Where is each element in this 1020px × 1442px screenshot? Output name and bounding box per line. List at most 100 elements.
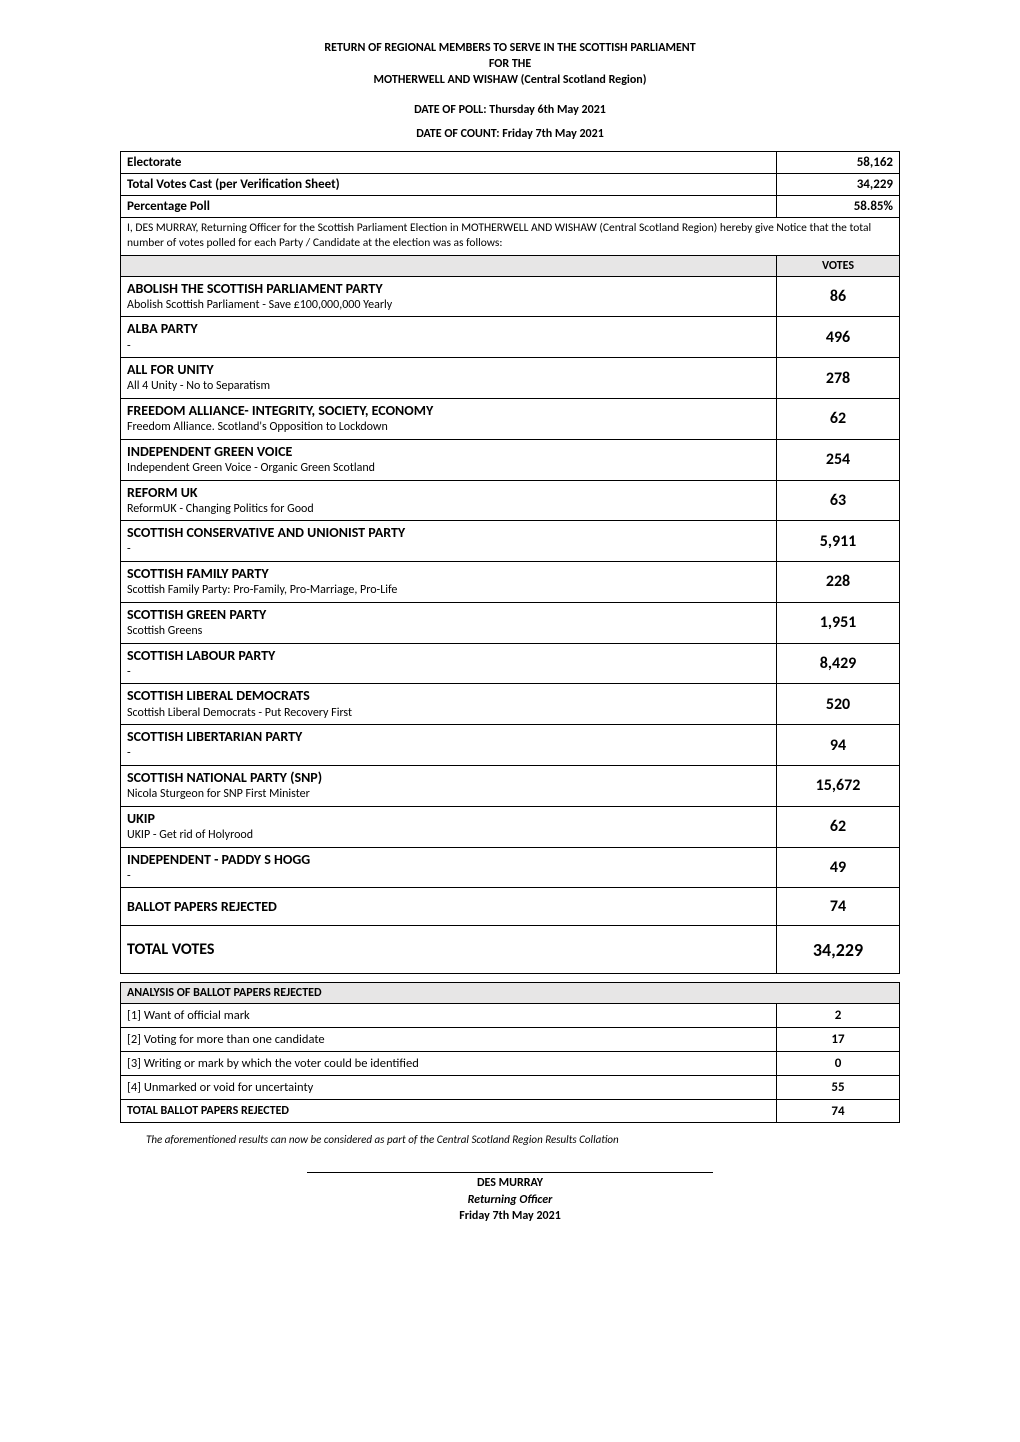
party-votes: 5,911 bbox=[777, 521, 900, 562]
analysis-value: 2 bbox=[777, 1004, 900, 1028]
party-desc: Independent Green Voice - Organic Green … bbox=[127, 461, 770, 477]
analysis-value: 0 bbox=[777, 1052, 900, 1076]
electorate-value: 58,162 bbox=[777, 151, 900, 173]
percentage-poll-row: Percentage Poll 58.85% bbox=[121, 195, 900, 217]
party-desc: - bbox=[127, 665, 770, 681]
party-name: SCOTTISH GREEN PARTY bbox=[127, 606, 770, 624]
header-line1: RETURN OF REGIONAL MEMBERS TO SERVE IN T… bbox=[120, 40, 900, 56]
poll-date: DATE OF POLL: Thursday 6th May 2021 bbox=[120, 103, 900, 117]
analysis-total-row: TOTAL BALLOT PAPERS REJECTED 74 bbox=[121, 1100, 900, 1123]
analysis-header-row: ANALYSIS OF BALLOT PAPERS REJECTED bbox=[121, 983, 900, 1004]
party-name: SCOTTISH FAMILY PARTY bbox=[127, 565, 770, 583]
party-desc: Scottish Liberal Democrats - Put Recover… bbox=[127, 706, 770, 722]
header-line2: FOR THE bbox=[120, 56, 900, 72]
party-row: INDEPENDENT - PADDY S HOGG - 49 bbox=[121, 847, 900, 888]
document-header: RETURN OF REGIONAL MEMBERS TO SERVE IN T… bbox=[120, 40, 900, 89]
party-desc: Abolish Scottish Parliament - Save £100,… bbox=[127, 298, 770, 314]
party-votes: 15,672 bbox=[777, 765, 900, 806]
party-row: FREEDOM ALLIANCE- INTEGRITY, SOCIETY, EC… bbox=[121, 398, 900, 439]
total-votes-row: TOTAL VOTES 34,229 bbox=[121, 926, 900, 974]
analysis-total-value: 74 bbox=[777, 1100, 900, 1123]
signature-block: DES MURRAY Returning Officer Friday 7th … bbox=[120, 1175, 900, 1224]
total-votes-cast-label: Total Votes Cast (per Verification Sheet… bbox=[121, 173, 777, 195]
percentage-poll-label: Percentage Poll bbox=[121, 195, 777, 217]
signature-date: Friday 7th May 2021 bbox=[120, 1208, 900, 1224]
party-votes: 63 bbox=[777, 480, 900, 521]
header-line3: MOTHERWELL AND WISHAW (Central Scotland … bbox=[120, 72, 900, 88]
party-name: ALL FOR UNITY bbox=[127, 361, 770, 379]
party-votes: 49 bbox=[777, 847, 900, 888]
ballot-rejected-value: 74 bbox=[777, 888, 900, 926]
votes-header-label: VOTES bbox=[777, 255, 900, 276]
analysis-label: [1] Want of official mark bbox=[121, 1004, 777, 1028]
votes-header-row: VOTES bbox=[121, 255, 900, 276]
analysis-table: ANALYSIS OF BALLOT PAPERS REJECTED [1] W… bbox=[120, 982, 900, 1123]
party-votes: 62 bbox=[777, 806, 900, 847]
total-votes-value: 34,229 bbox=[777, 926, 900, 974]
party-name: INDEPENDENT GREEN VOICE bbox=[127, 443, 770, 461]
party-name: SCOTTISH LIBERAL DEMOCRATS bbox=[127, 687, 770, 705]
party-votes: 8,429 bbox=[777, 643, 900, 684]
party-row: SCOTTISH LABOUR PARTY - 8,429 bbox=[121, 643, 900, 684]
party-row: SCOTTISH CONSERVATIVE AND UNIONIST PARTY… bbox=[121, 521, 900, 562]
ballot-rejected-label: BALLOT PAPERS REJECTED bbox=[121, 888, 777, 926]
party-desc: Scottish Greens bbox=[127, 624, 770, 640]
party-desc: - bbox=[127, 746, 770, 762]
total-votes-cast-value: 34,229 bbox=[777, 173, 900, 195]
certification-row: I, DES MURRAY, Returning Officer for the… bbox=[121, 217, 900, 255]
party-row: ALL FOR UNITY All 4 Unity - No to Separa… bbox=[121, 358, 900, 399]
party-row: UKIP UKIP - Get rid of Holyrood 62 bbox=[121, 806, 900, 847]
percentage-poll-value: 58.85% bbox=[777, 195, 900, 217]
party-desc: All 4 Unity - No to Separatism bbox=[127, 379, 770, 395]
party-desc: Freedom Alliance. Scotland's Opposition … bbox=[127, 420, 770, 436]
party-desc: Scottish Family Party: Pro-Family, Pro-M… bbox=[127, 583, 770, 599]
analysis-label: [4] Unmarked or void for uncertainty bbox=[121, 1076, 777, 1100]
party-desc: Nicola Sturgeon for SNP First Minister bbox=[127, 787, 770, 803]
party-row: ALBA PARTY - 496 bbox=[121, 317, 900, 358]
total-votes-cast-row: Total Votes Cast (per Verification Sheet… bbox=[121, 173, 900, 195]
party-name: SCOTTISH LABOUR PARTY bbox=[127, 647, 770, 665]
party-votes: 496 bbox=[777, 317, 900, 358]
party-name: SCOTTISH LIBERTARIAN PARTY bbox=[127, 728, 770, 746]
party-name: UKIP bbox=[127, 810, 770, 828]
certification-text: I, DES MURRAY, Returning Officer for the… bbox=[121, 217, 900, 255]
analysis-header-label: ANALYSIS OF BALLOT PAPERS REJECTED bbox=[121, 983, 900, 1004]
party-row: SCOTTISH LIBERTARIAN PARTY - 94 bbox=[121, 725, 900, 766]
party-name: ABOLISH THE SCOTTISH PARLIAMENT PARTY bbox=[127, 280, 770, 298]
party-votes: 1,951 bbox=[777, 602, 900, 643]
signature-rule bbox=[307, 1172, 713, 1173]
party-name: ALBA PARTY bbox=[127, 320, 770, 338]
party-row: REFORM UK ReformUK - Changing Politics f… bbox=[121, 480, 900, 521]
party-votes: 254 bbox=[777, 439, 900, 480]
party-row: SCOTTISH NATIONAL PARTY (SNP) Nicola Stu… bbox=[121, 765, 900, 806]
analysis-value: 55 bbox=[777, 1076, 900, 1100]
electorate-label: Electorate bbox=[121, 151, 777, 173]
analysis-label: [2] Voting for more than one candidate bbox=[121, 1028, 777, 1052]
signature-role: Returning Officer bbox=[120, 1192, 900, 1208]
analysis-row: [2] Voting for more than one candidate 1… bbox=[121, 1028, 900, 1052]
analysis-row: [3] Writing or mark by which the voter c… bbox=[121, 1052, 900, 1076]
count-date: DATE OF COUNT: Friday 7th May 2021 bbox=[120, 127, 900, 141]
electorate-row: Electorate 58,162 bbox=[121, 151, 900, 173]
party-name: SCOTTISH CONSERVATIVE AND UNIONIST PARTY bbox=[127, 524, 770, 542]
party-row: SCOTTISH GREEN PARTY Scottish Greens 1,9… bbox=[121, 602, 900, 643]
party-name: INDEPENDENT - PADDY S HOGG bbox=[127, 851, 770, 869]
party-votes: 520 bbox=[777, 684, 900, 725]
analysis-value: 17 bbox=[777, 1028, 900, 1052]
analysis-row: [1] Want of official mark 2 bbox=[121, 1004, 900, 1028]
analysis-total-label: TOTAL BALLOT PAPERS REJECTED bbox=[121, 1100, 777, 1123]
party-row: SCOTTISH LIBERAL DEMOCRATS Scottish Libe… bbox=[121, 684, 900, 725]
party-name: REFORM UK bbox=[127, 484, 770, 502]
party-votes: 94 bbox=[777, 725, 900, 766]
party-desc: - bbox=[127, 869, 770, 885]
party-desc: ReformUK - Changing Politics for Good bbox=[127, 502, 770, 518]
party-votes: 278 bbox=[777, 358, 900, 399]
party-name: FREEDOM ALLIANCE- INTEGRITY, SOCIETY, EC… bbox=[127, 402, 770, 420]
party-votes: 62 bbox=[777, 398, 900, 439]
total-votes-label: TOTAL VOTES bbox=[121, 926, 777, 974]
ballot-rejected-row: BALLOT PAPERS REJECTED 74 bbox=[121, 888, 900, 926]
party-votes: 86 bbox=[777, 276, 900, 317]
party-name: SCOTTISH NATIONAL PARTY (SNP) bbox=[127, 769, 770, 787]
party-votes: 228 bbox=[777, 562, 900, 603]
party-desc: - bbox=[127, 542, 770, 558]
